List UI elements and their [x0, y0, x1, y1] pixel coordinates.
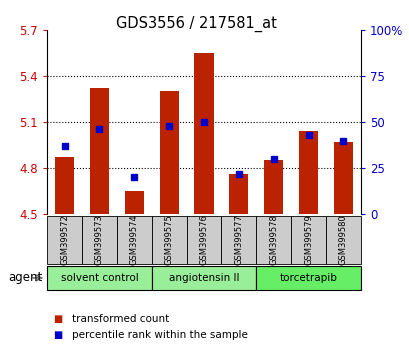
Text: GSM399573: GSM399573 [95, 215, 103, 265]
Bar [256, 266, 360, 290]
Text: solvent control: solvent control [61, 273, 138, 283]
Bar [55, 158, 74, 214]
Bar [47, 266, 151, 290]
Bar [90, 88, 109, 214]
Text: torcetrapib: torcetrapib [279, 273, 337, 283]
Text: ■: ■ [53, 330, 63, 339]
Bar [159, 91, 178, 214]
Bar [186, 216, 221, 264]
Text: transformed count: transformed count [72, 314, 169, 324]
Bar [124, 191, 144, 214]
Bar [263, 160, 283, 214]
Bar [333, 142, 352, 214]
Bar [194, 53, 213, 214]
Text: GSM399577: GSM399577 [234, 215, 243, 265]
Bar [221, 216, 256, 264]
Text: agent: agent [8, 272, 43, 284]
Bar [117, 216, 151, 264]
Text: GDS3556 / 217581_at: GDS3556 / 217581_at [116, 16, 276, 32]
Text: GSM399578: GSM399578 [269, 215, 277, 265]
Bar [325, 216, 360, 264]
Bar [256, 216, 290, 264]
Text: GSM399579: GSM399579 [303, 215, 312, 265]
Text: GSM399575: GSM399575 [164, 215, 173, 265]
Text: angiotensin II: angiotensin II [169, 273, 238, 283]
Bar [298, 131, 317, 214]
Text: GSM399580: GSM399580 [338, 215, 347, 265]
Bar [47, 216, 82, 264]
Text: GSM399574: GSM399574 [130, 215, 138, 265]
Bar [82, 216, 117, 264]
Bar [229, 174, 248, 214]
Bar [290, 216, 325, 264]
Text: GSM399576: GSM399576 [199, 215, 208, 265]
Bar [151, 216, 186, 264]
Text: percentile rank within the sample: percentile rank within the sample [72, 330, 247, 339]
Bar [151, 266, 256, 290]
Text: GSM399572: GSM399572 [60, 215, 69, 265]
Text: ■: ■ [53, 314, 63, 324]
